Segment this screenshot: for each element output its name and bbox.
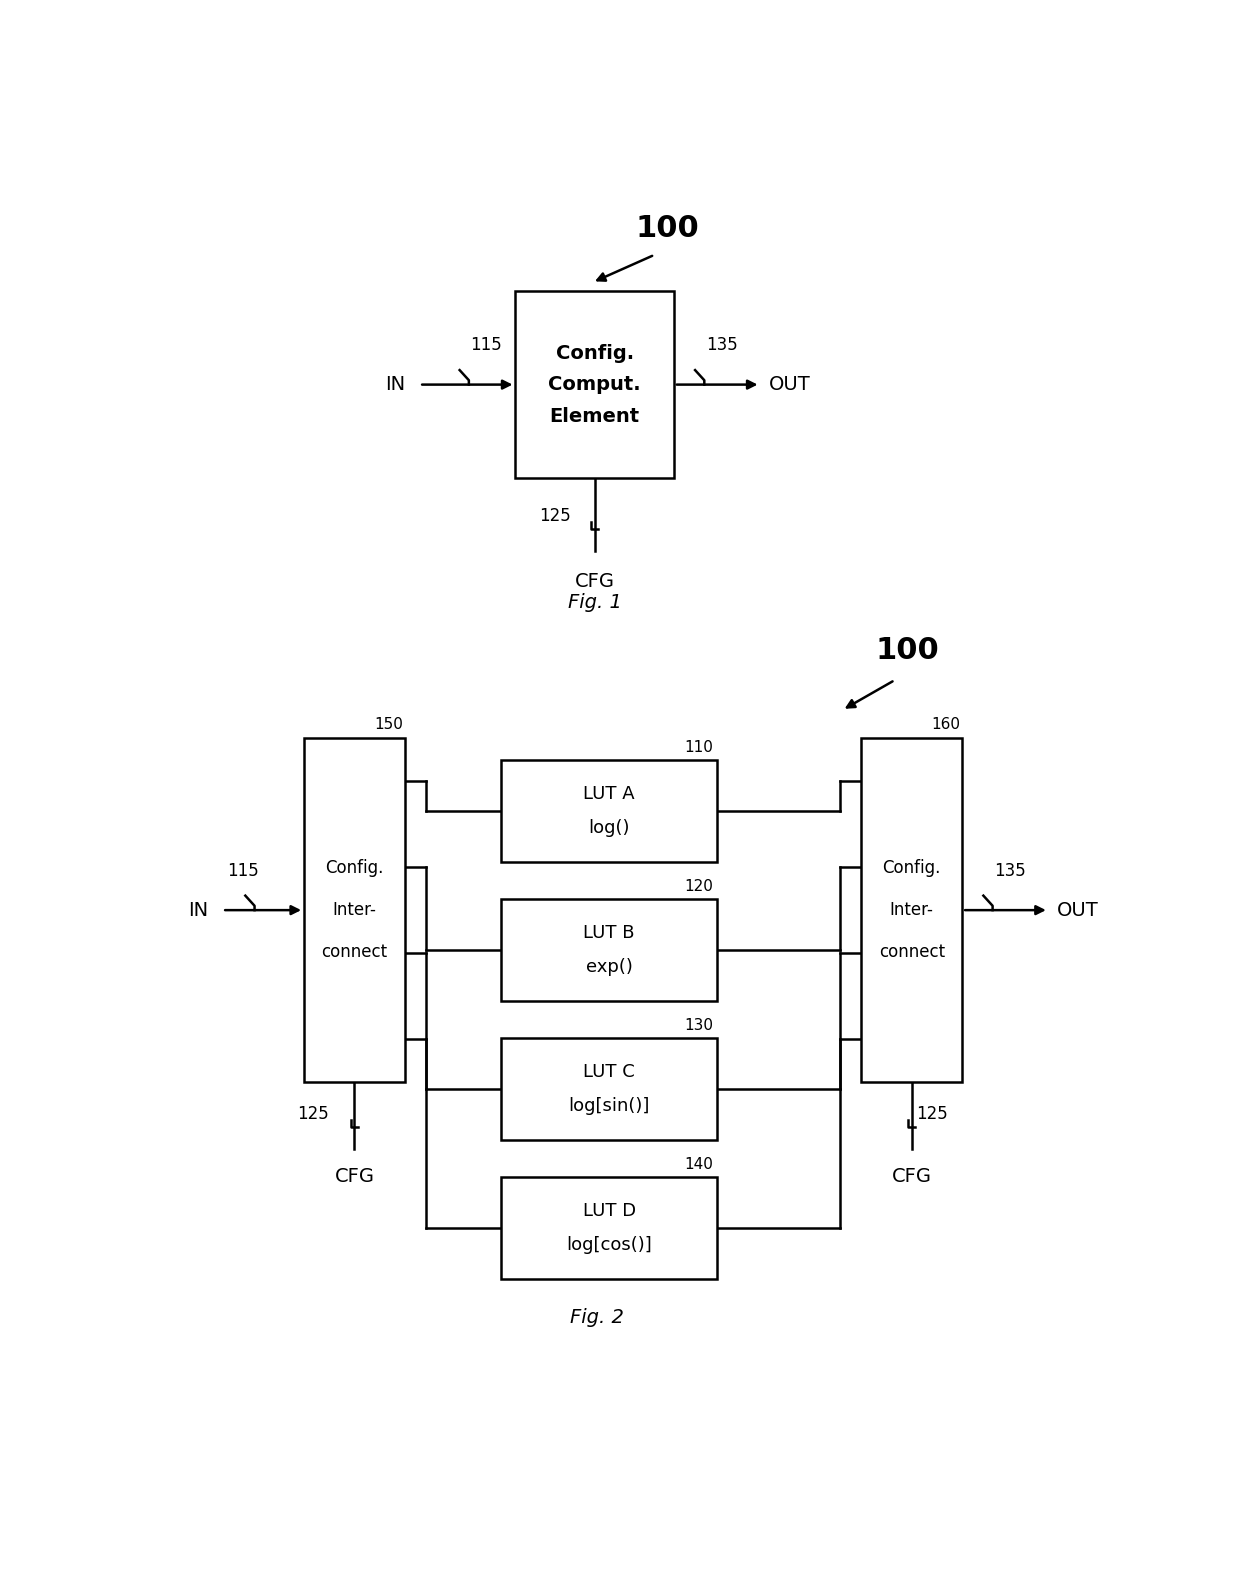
Text: LUT A: LUT A bbox=[583, 784, 635, 803]
FancyBboxPatch shape bbox=[501, 899, 717, 1001]
FancyBboxPatch shape bbox=[516, 290, 675, 479]
Text: connect: connect bbox=[879, 943, 945, 962]
Text: connect: connect bbox=[321, 943, 387, 962]
Text: IN: IN bbox=[386, 375, 405, 394]
Text: log[sin()]: log[sin()] bbox=[568, 1097, 650, 1116]
Text: 115: 115 bbox=[227, 861, 259, 880]
Text: Comput.: Comput. bbox=[548, 375, 641, 394]
Text: IN: IN bbox=[188, 901, 208, 919]
Text: Element: Element bbox=[549, 406, 640, 425]
FancyBboxPatch shape bbox=[501, 1037, 717, 1141]
Text: 120: 120 bbox=[684, 879, 713, 894]
Text: 130: 130 bbox=[684, 1018, 713, 1032]
Text: LUT B: LUT B bbox=[583, 924, 635, 941]
Text: 100: 100 bbox=[635, 213, 699, 243]
Text: Inter-: Inter- bbox=[890, 901, 934, 919]
Text: 135: 135 bbox=[994, 861, 1025, 880]
Text: OUT: OUT bbox=[1056, 901, 1099, 919]
Text: OUT: OUT bbox=[769, 375, 810, 394]
FancyBboxPatch shape bbox=[501, 759, 717, 863]
Text: LUT C: LUT C bbox=[583, 1064, 635, 1081]
Text: 125: 125 bbox=[539, 507, 570, 526]
Text: CFG: CFG bbox=[335, 1167, 374, 1186]
Text: log[cos()]: log[cos()] bbox=[567, 1236, 652, 1254]
Text: Fig. 1: Fig. 1 bbox=[568, 593, 621, 612]
FancyBboxPatch shape bbox=[304, 737, 404, 1083]
Text: 160: 160 bbox=[931, 717, 960, 731]
Text: 150: 150 bbox=[374, 717, 403, 731]
Text: Config.: Config. bbox=[883, 858, 941, 877]
Text: 125: 125 bbox=[916, 1106, 949, 1123]
Text: 100: 100 bbox=[875, 637, 940, 665]
Text: 140: 140 bbox=[684, 1156, 713, 1172]
Text: 115: 115 bbox=[470, 336, 502, 355]
FancyBboxPatch shape bbox=[501, 1177, 717, 1279]
Text: LUT D: LUT D bbox=[583, 1202, 636, 1221]
Text: 125: 125 bbox=[296, 1106, 329, 1123]
Text: log(): log() bbox=[588, 819, 630, 836]
Text: Config.: Config. bbox=[325, 858, 383, 877]
Text: Inter-: Inter- bbox=[332, 901, 377, 919]
Text: 110: 110 bbox=[684, 741, 713, 755]
Text: CFG: CFG bbox=[574, 573, 615, 592]
Text: Config.: Config. bbox=[556, 344, 634, 362]
Text: exp(): exp() bbox=[585, 959, 632, 976]
Text: Fig. 2: Fig. 2 bbox=[570, 1309, 624, 1327]
FancyBboxPatch shape bbox=[862, 737, 962, 1083]
Text: CFG: CFG bbox=[892, 1167, 931, 1186]
Text: 135: 135 bbox=[706, 336, 738, 355]
